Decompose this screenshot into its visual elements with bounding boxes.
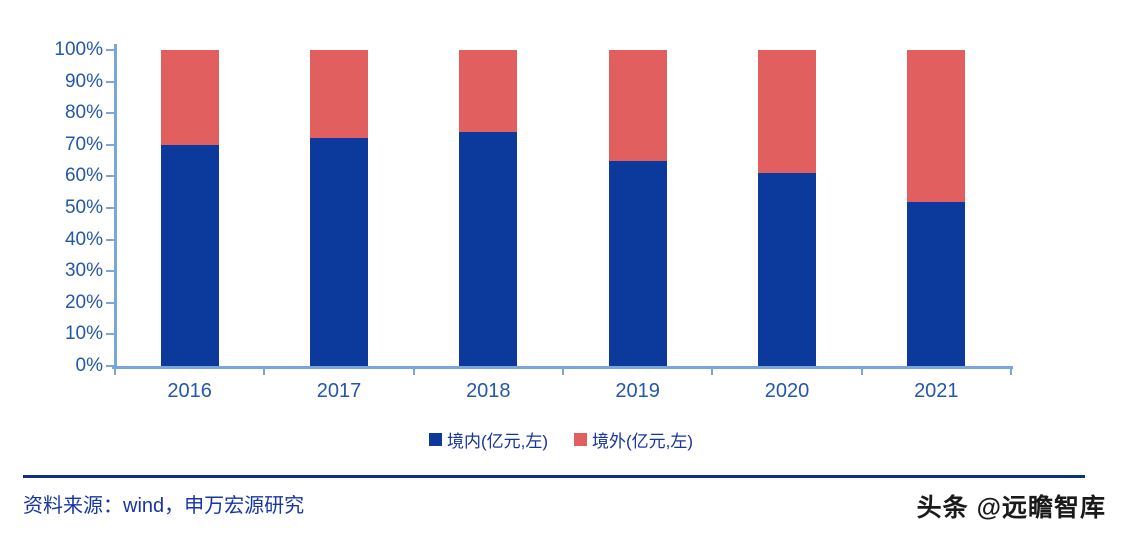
- bar-stack-2016: [160, 50, 219, 366]
- footer-divider: [23, 475, 1085, 478]
- legend-item-overseas: 境外(亿元,左): [574, 427, 693, 452]
- bar-segment-overseas-2016: [160, 50, 219, 145]
- y-axis-tick: [106, 270, 114, 273]
- bar-stack-2017: [309, 50, 368, 366]
- bar-segment-overseas-2021: [907, 50, 966, 202]
- bar-group-2019: [563, 50, 712, 366]
- y-axis-tick: [106, 112, 114, 115]
- legend-item-domestic: 境内(亿元,左): [428, 427, 548, 452]
- x-axis-tick: [114, 369, 116, 375]
- y-axis-tick-label: 100%: [54, 39, 103, 60]
- x-axis-tick: [562, 369, 564, 375]
- y-axis-tick: [106, 80, 114, 83]
- bar-segment-domestic-2021: [907, 201, 966, 366]
- x-axis-category-label: 2016: [167, 380, 212, 402]
- y-axis-tick-label: 30%: [64, 260, 103, 282]
- x-axis-tick: [1010, 369, 1012, 375]
- bar-segment-domestic-2020: [757, 173, 816, 366]
- bar-segment-overseas-2018: [459, 50, 518, 133]
- legend-swatch-overseas: [574, 433, 587, 446]
- bar-stack-2021: [907, 50, 966, 366]
- legend-swatch-domestic: [428, 433, 442, 446]
- y-axis-tick: [106, 143, 114, 146]
- bar-segment-domestic-2019: [608, 160, 667, 366]
- bar-group-2017: [264, 50, 413, 366]
- bar-group-2021: [862, 50, 1011, 366]
- y-axis-tick: [106, 365, 114, 367]
- legend-label-overseas: 境外(亿元,左): [592, 432, 694, 451]
- x-axis-category-label: 2019: [615, 380, 660, 402]
- legend: 境内(亿元,左) 境外(亿元,左): [0, 427, 1122, 452]
- bar-group-2018: [414, 50, 563, 366]
- y-axis-tick-label: 90%: [64, 70, 103, 92]
- x-axis-line: [112, 366, 1013, 369]
- x-axis-category-label: 2018: [466, 380, 511, 402]
- y-axis-tick-label: 80%: [64, 102, 103, 124]
- legend-label-domestic: 境内(亿元,左): [446, 432, 548, 451]
- y-axis-tick: [106, 49, 114, 51]
- bar-segment-overseas-2017: [309, 50, 368, 139]
- bar-segment-domestic-2016: [160, 144, 219, 366]
- y-axis-tick-label: 50%: [64, 197, 103, 218]
- bar-stack-2020: [757, 50, 816, 366]
- y-axis-tick: [106, 301, 114, 304]
- y-axis-tick: [106, 207, 114, 209]
- y-axis-tick: [106, 175, 114, 178]
- source-text: 资料来源：wind，申万宏源研究: [23, 495, 305, 517]
- bar-stack-2018: [459, 50, 518, 366]
- x-axis-tick: [412, 369, 415, 375]
- bar-group-2016: [115, 50, 264, 366]
- y-axis-tick-label: 40%: [64, 228, 103, 250]
- y-axis-tick-label: 0%: [75, 355, 103, 376]
- bar-segment-overseas-2019: [608, 50, 667, 161]
- y-axis-tick: [106, 333, 114, 336]
- watermark-text: 头条 @远瞻智库: [916, 494, 1106, 522]
- bar-segment-domestic-2018: [459, 132, 518, 366]
- y-axis-tick-label: 70%: [64, 133, 103, 155]
- x-axis-tick: [263, 369, 266, 375]
- bar-stack-2019: [608, 50, 667, 366]
- x-axis-tick: [711, 369, 714, 375]
- x-axis-category-label: 2021: [914, 380, 959, 402]
- x-axis-category-label: 2017: [316, 380, 362, 402]
- bar-segment-overseas-2020: [757, 50, 816, 174]
- y-axis-tick: [106, 238, 114, 241]
- y-axis-tick-label: 60%: [64, 165, 103, 187]
- x-axis-tick: [860, 369, 863, 375]
- bar-group-2020: [712, 50, 861, 366]
- y-axis-tick-label: 20%: [64, 291, 103, 313]
- plot-area: 0% 10% 20% 30% 40% 50% 60% 70% 80% 90% 100% 2016 201…: [54, 40, 1013, 402]
- y-axis-tick-label: 10%: [64, 323, 103, 345]
- x-axis-category-label: 2020: [764, 380, 810, 402]
- y-axis-line: [114, 44, 117, 369]
- bar-segment-domestic-2017: [309, 138, 368, 366]
